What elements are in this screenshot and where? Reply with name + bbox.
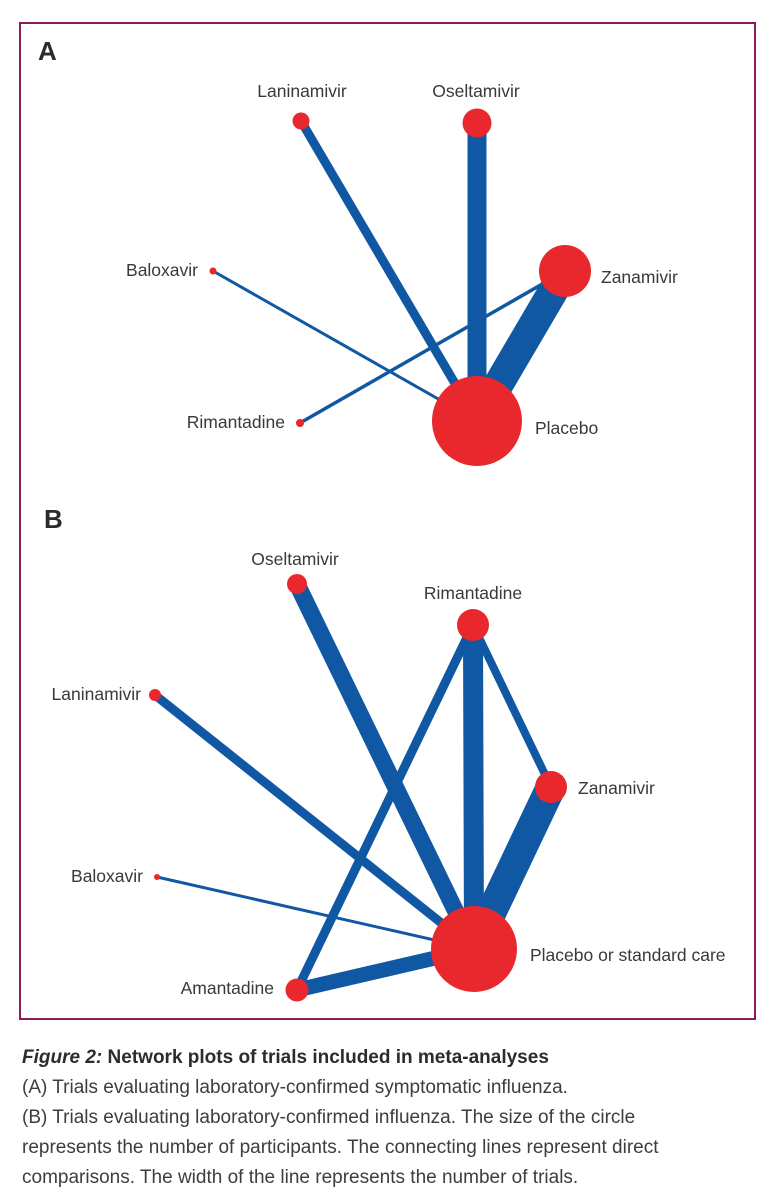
node-placebo [432, 376, 522, 466]
node-laninamivir [292, 112, 310, 130]
node-label-rimantadine: Rimantadine [424, 583, 522, 603]
node-label-rimantadine: Rimantadine [187, 412, 285, 432]
node-label-zanamivir: Zanamivir [578, 778, 655, 798]
node-amantadine [285, 978, 309, 1002]
edge-rimantadine-placebo-or-standard-care [463, 624, 484, 950]
panel-a-letter: A [38, 36, 57, 66]
figure-number-label: Figure 2: [22, 1047, 103, 1068]
node-label-placebo: Placebo [535, 418, 598, 438]
edge-rimantadine-amantadine [292, 623, 478, 992]
edge-baloxavir-placebo-or-standard-care [156, 875, 475, 951]
node-rimantadine [296, 419, 304, 427]
panel-a-network: Laninamivir Oseltamivir Baloxavir Zanamivir… [126, 81, 678, 466]
node-label-oseltamivir: Oseltamivir [432, 81, 520, 101]
node-label-laninamivir: Laninamivir [257, 81, 347, 101]
figure-title: Network plots of trials included in meta… [107, 1047, 549, 1068]
node-oseltamivir [462, 108, 492, 138]
node-label-baloxavir: Baloxavir [71, 866, 143, 886]
node-oseltamivir [287, 574, 307, 594]
panel-b-letter: B [44, 504, 63, 534]
edge-rimantadine-zanamivir [469, 623, 555, 789]
node-zanamivir [535, 771, 567, 803]
node-label-laninamivir: Laninamivir [52, 684, 142, 704]
caption-line-a: (A) Trials evaluating laboratory-confirm… [22, 1077, 568, 1098]
node-baloxavir [154, 874, 160, 880]
node-label-zanamivir: Zanamivir [601, 267, 678, 287]
node-baloxavir [209, 267, 217, 275]
panel-b-network: Oseltamivir Rimantadine Laninamivir Zanamiv… [52, 549, 726, 1002]
caption-body: (B) Trials evaluating laboratory-confirm… [22, 1107, 659, 1188]
node-laninamivir [149, 689, 161, 701]
node-label-oseltamivir: Oseltamivir [251, 549, 339, 569]
node-rimantadine [457, 609, 489, 641]
edge-rimantadine-zanamivir [299, 269, 566, 425]
node-placebo-or-standard-care [431, 906, 517, 992]
node-label-placebo-or-standard-care: Placebo or standard care [530, 945, 726, 965]
figure-border-box [19, 22, 756, 1020]
node-zanamivir [539, 245, 591, 297]
node-label-amantadine: Amantadine [181, 978, 274, 998]
node-label-baloxavir: Baloxavir [126, 260, 198, 280]
edge-laninamivir-placebo [297, 118, 481, 424]
edge-laninamivir-placebo-or-standard-care [152, 691, 477, 953]
edge-oseltamivir-placebo-or-standard-care [289, 580, 482, 953]
caption-heading: Figure 2: Network plots of trials include… [22, 1043, 722, 1073]
edge-baloxavir-placebo [212, 269, 478, 423]
figure-caption: Figure 2: Network plots of trials include… [22, 1043, 722, 1193]
